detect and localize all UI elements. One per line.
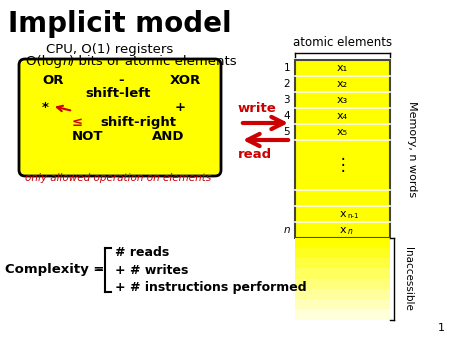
Bar (295, 60, 390, 238)
Text: *: * (42, 101, 49, 114)
Text: n: n (284, 225, 290, 235)
Text: 5: 5 (284, 127, 290, 137)
Text: O(log: O(log (26, 55, 66, 68)
Text: + # instructions performed: + # instructions performed (115, 281, 306, 294)
Text: XOR: XOR (170, 74, 201, 87)
Text: OR: OR (42, 74, 63, 87)
Bar (295, 258, 390, 269)
Text: x₃: x₃ (337, 95, 348, 105)
Bar (295, 309, 390, 320)
Text: 1: 1 (284, 63, 290, 73)
Text: read: read (238, 148, 272, 161)
Text: –: – (95, 263, 102, 277)
Bar (295, 299, 390, 310)
Text: ⋮: ⋮ (334, 156, 351, 174)
Text: x₅: x₅ (337, 127, 348, 137)
Text: CPU, O(1) registers: CPU, O(1) registers (46, 43, 174, 56)
Text: n: n (63, 55, 72, 68)
Text: only allowed operation on elements: only allowed operation on elements (25, 173, 211, 183)
FancyBboxPatch shape (19, 59, 221, 176)
Text: Inaccessible: Inaccessible (403, 247, 413, 311)
Text: ≤: ≤ (72, 116, 83, 129)
Text: shift-left: shift-left (85, 87, 150, 100)
Text: atomic elements: atomic elements (293, 37, 392, 49)
Text: shift-right: shift-right (100, 116, 176, 129)
Text: x₂: x₂ (337, 79, 348, 89)
Bar (295, 279, 390, 289)
Text: write: write (238, 102, 277, 115)
Text: ) bits or atomic elements: ) bits or atomic elements (69, 55, 237, 68)
Text: 4: 4 (284, 111, 290, 121)
Text: x₁: x₁ (337, 63, 348, 73)
Text: NOT: NOT (72, 130, 104, 143)
Text: -: - (118, 74, 124, 87)
Text: 2: 2 (284, 79, 290, 89)
Text: 1: 1 (438, 323, 445, 333)
Bar (295, 248, 390, 259)
Text: n-1: n-1 (347, 213, 359, 219)
Text: 3: 3 (284, 95, 290, 105)
Bar (295, 238, 390, 248)
Text: Implicit model: Implicit model (8, 10, 232, 38)
Text: x₄: x₄ (337, 111, 348, 121)
Text: Complexity =: Complexity = (5, 264, 104, 276)
Bar (295, 289, 390, 299)
Bar (295, 268, 390, 279)
Text: Memory, n words: Memory, n words (407, 101, 417, 197)
Text: +: + (175, 101, 186, 114)
Text: + # writes: + # writes (115, 264, 189, 276)
Text: x: x (339, 209, 346, 219)
Text: x: x (339, 225, 346, 235)
Text: n: n (347, 227, 352, 237)
Bar (295, 60, 390, 238)
Text: AND: AND (152, 130, 184, 143)
Text: # reads: # reads (115, 246, 169, 259)
